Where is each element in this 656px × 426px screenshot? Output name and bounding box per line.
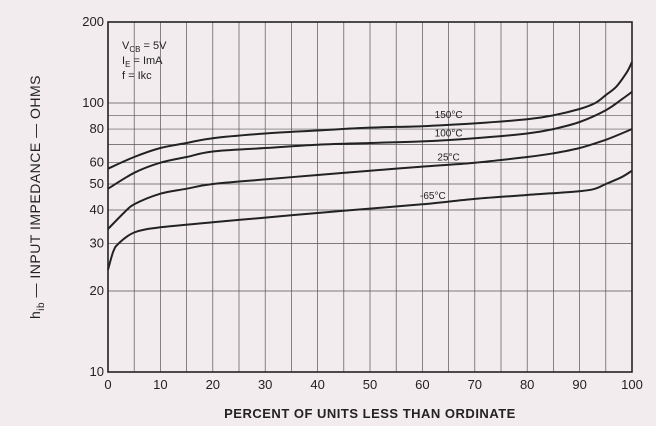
y-axis-label-rest: — INPUT IMPEDANCE — OHMS bbox=[27, 75, 43, 302]
x-axis-label: PERCENT OF UNITS LESS THAN ORDINATE bbox=[224, 406, 516, 421]
y-tick-label: 10 bbox=[90, 364, 104, 379]
x-tick-label: 30 bbox=[258, 377, 272, 392]
condition-text: f = Ikc bbox=[122, 70, 152, 82]
y-axis-label-sub: ib bbox=[36, 302, 47, 311]
y-tick-label: 40 bbox=[90, 202, 104, 217]
x-tick-label: 100 bbox=[621, 377, 643, 392]
condition-sub: CB bbox=[129, 45, 140, 54]
plot-frame bbox=[107, 21, 633, 373]
series-line bbox=[107, 91, 633, 190]
y-axis-label-main: h bbox=[27, 311, 43, 319]
condition-main: f = Ikc bbox=[122, 70, 152, 82]
y-tick-label: 60 bbox=[90, 155, 104, 170]
y-tick-label: 30 bbox=[90, 236, 104, 251]
y-axis-label: hib — INPUT IMPEDANCE — OHMS bbox=[27, 75, 47, 319]
x-tick-label: 80 bbox=[520, 377, 534, 392]
y-tick-label: 80 bbox=[90, 121, 104, 136]
series-line bbox=[107, 128, 633, 230]
x-tick-label: 20 bbox=[206, 377, 220, 392]
series-line bbox=[107, 169, 633, 270]
series-label: -65°C bbox=[420, 191, 446, 202]
condition-text: IE = ImA bbox=[122, 55, 163, 69]
series-curves: 150°C 100°C 25°C -65°C bbox=[107, 61, 633, 270]
x-tick-label: 90 bbox=[572, 377, 586, 392]
x-tick-label: 50 bbox=[363, 377, 377, 392]
series-label: 100°C bbox=[435, 129, 463, 140]
x-tick-label: 10 bbox=[153, 377, 167, 392]
x-tick-label: 40 bbox=[310, 377, 324, 392]
condition-main: I bbox=[122, 55, 125, 67]
condition-rest: = 5V bbox=[140, 40, 167, 52]
condition-rest: = ImA bbox=[130, 55, 163, 67]
tick-labels: 0 10 20 30 40 50 60 70 80 90 100200100806050403020… bbox=[82, 14, 643, 392]
x-tick-label: 60 bbox=[415, 377, 429, 392]
condition-text: VCB = 5V bbox=[122, 40, 167, 54]
condition-main: V bbox=[122, 40, 130, 52]
series-label: 25°C bbox=[437, 153, 459, 164]
y-tick-label: 100 bbox=[82, 95, 104, 110]
y-tick-label: 20 bbox=[90, 283, 104, 298]
grid bbox=[107, 21, 633, 373]
y-tick-label: 50 bbox=[90, 176, 104, 191]
x-tick-label: 70 bbox=[468, 377, 482, 392]
series-label: 150°C bbox=[435, 110, 463, 121]
condition-sub: E bbox=[125, 60, 130, 69]
y-tick-label: 200 bbox=[82, 14, 104, 29]
x-tick-label: 0 bbox=[104, 377, 111, 392]
series-line bbox=[107, 61, 633, 170]
